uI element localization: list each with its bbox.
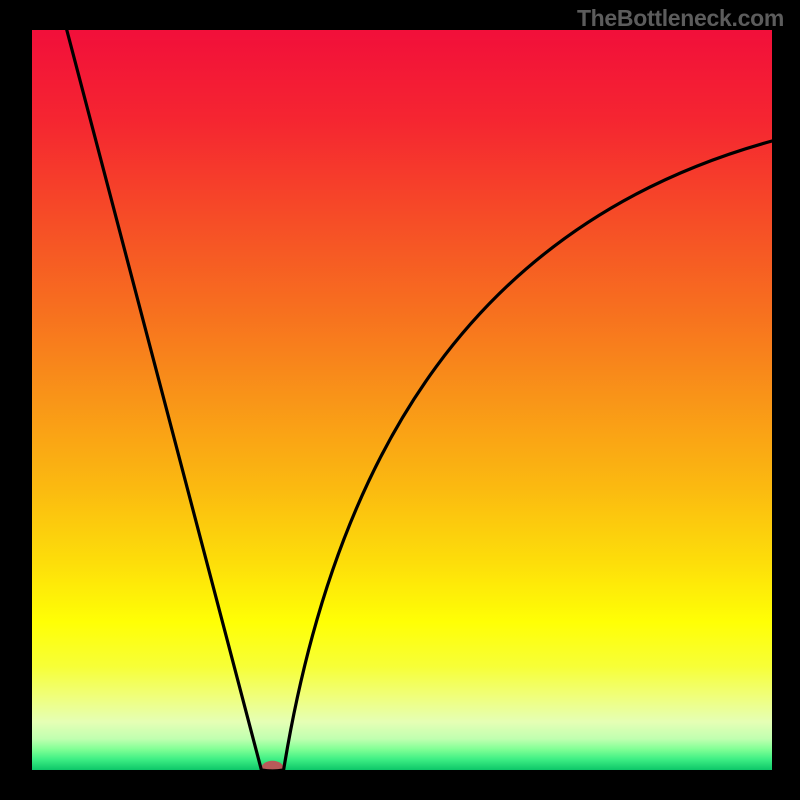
watermark-text: TheBottleneck.com (577, 5, 784, 32)
plot-svg (32, 30, 772, 770)
chart-frame: TheBottleneck.com (0, 0, 800, 800)
gradient-background (32, 30, 772, 770)
plot-area (32, 30, 772, 770)
